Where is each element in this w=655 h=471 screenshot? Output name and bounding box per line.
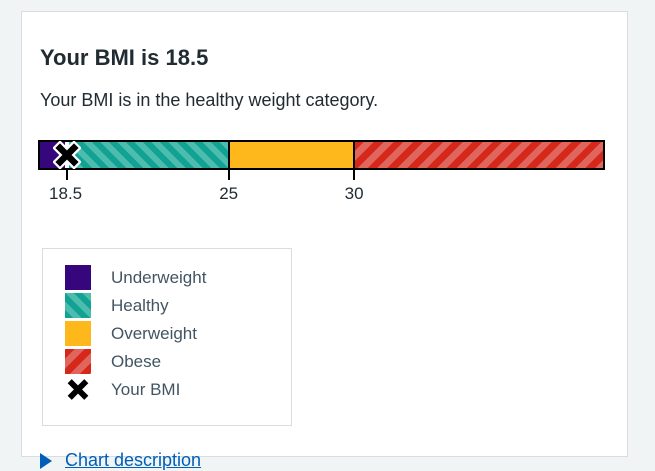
segment-divider [228, 140, 231, 180]
legend-label: Your BMI [111, 379, 181, 399]
bmi-chart: 18.5 25 30 [38, 140, 611, 208]
bar-segment-healthy [67, 142, 230, 168]
legend-item: Underweight [65, 265, 291, 290]
axis-tick [352, 170, 355, 180]
bar-segment-obese [353, 142, 603, 168]
page-title: Your BMI is 18.5 [40, 45, 209, 70]
chart-description-disclosure[interactable]: Chart description [40, 450, 611, 471]
bmi-category-text: Your BMI is in the healthy weight catego… [40, 90, 379, 110]
legend-swatch-overweight [65, 321, 91, 346]
axis-tick-label: 25 [219, 184, 239, 203]
bmi-result-card: Your BMI is 18.5 Your BMI is in the heal… [21, 11, 628, 470]
axis-tick-label: 18.5 [49, 184, 83, 203]
legend-x-icon [65, 377, 91, 402]
chart-description-link[interactable]: Chart description [65, 450, 202, 470]
legend-label: Obese [111, 351, 162, 371]
axis-tick [66, 170, 69, 180]
legend-item: Healthy [65, 293, 291, 318]
your-bmi-x-icon [53, 141, 82, 169]
disclosure-triangle-icon [40, 452, 52, 469]
legend-label: Overweight [111, 323, 197, 343]
legend-item: Overweight [65, 321, 291, 346]
legend-swatch-healthy [65, 293, 91, 318]
legend-label: Healthy [111, 295, 169, 315]
legend-swatch-obese [65, 349, 91, 374]
legend-item: Your BMI [65, 377, 291, 402]
bar-segment-overweight [229, 142, 354, 168]
chart-legend: Underweight Healthy Overweight Obese Your BM… [42, 248, 292, 426]
legend-label: Underweight [111, 267, 207, 287]
segment-divider [352, 140, 355, 180]
axis-tick-label: 30 [344, 184, 364, 203]
legend-item: Obese [65, 349, 291, 374]
bmi-bar [38, 140, 605, 180]
legend-swatch-underweight [65, 265, 91, 290]
axis-tick [228, 170, 231, 180]
